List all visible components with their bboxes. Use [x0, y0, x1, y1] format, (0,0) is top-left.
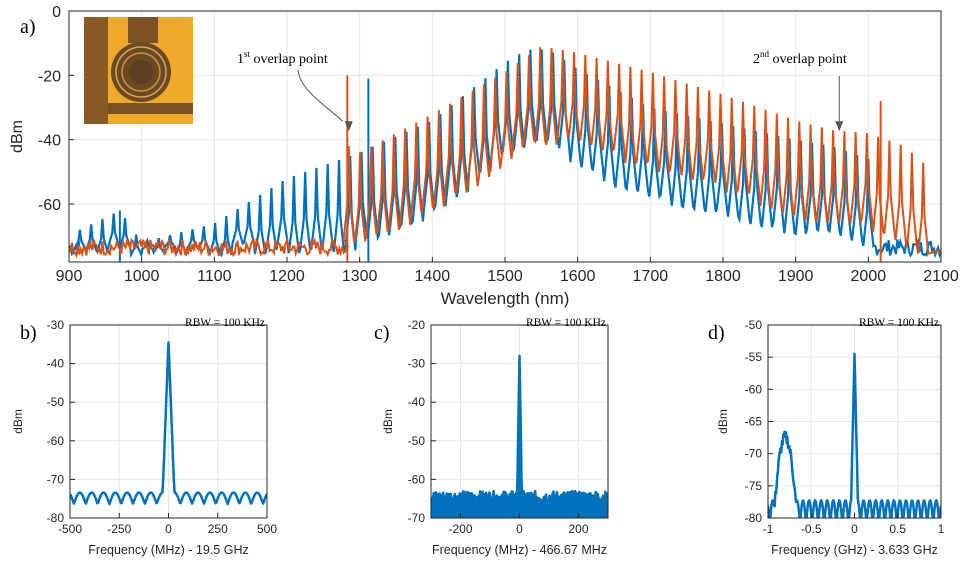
annotation-text: 1: [237, 52, 244, 67]
x-tick-label: 0: [516, 522, 523, 536]
y-tick-label: -40: [47, 357, 65, 371]
y-axis-label: dBm: [716, 409, 730, 434]
x-axis-label: Wavelength (nm): [441, 289, 570, 308]
x-axis-label: Frequency (MHz) - 19.5 GHz: [88, 543, 248, 557]
inset-ring-inner: [121, 52, 161, 92]
x-tick-label: -250: [107, 522, 131, 536]
y-tick-label: -55: [745, 350, 763, 364]
x-tick-label: -500: [58, 522, 82, 536]
y-tick-label: -70: [47, 472, 65, 486]
chart-d: -1 -0.5 0 0.5 1 -50 -55 -60 -65 -70 -75 -80 Frequenc…: [708, 317, 945, 557]
inset-top-pad: [128, 17, 158, 43]
chart-c: -200 0 200 -20 -30 -40 -50 -60 -70 Frequency (MHz…: [374, 317, 609, 557]
x-tick-label: 900: [56, 268, 83, 285]
annotation-arrowhead: [835, 121, 844, 132]
x-tick-label: 1000: [124, 268, 160, 285]
chart-title: RBW = 100 KHz: [859, 317, 939, 329]
y-tick-label: -60: [408, 472, 426, 486]
y-tick-label: -50: [47, 395, 65, 409]
data-layer: [768, 352, 941, 518]
y-tick-label: -40: [38, 133, 61, 150]
data-layer: [69, 47, 941, 262]
x-tick-label: 200: [568, 522, 588, 536]
annotation-text: overlap point: [250, 52, 328, 67]
chart-b: -500 -250 0 250 500 -30 -40 -50 -60 -70 -80 Frequen…: [11, 317, 277, 557]
x-tick-label: 1400: [415, 268, 451, 285]
y-tick-label: -75: [745, 479, 763, 493]
annotation-arrow-line: [297, 69, 344, 122]
annotation-overlap-point: 1st overlap point: [237, 49, 353, 132]
panel-label: b): [20, 322, 37, 344]
y-tick-label: -60: [745, 382, 763, 396]
y-tick-label: 0: [52, 4, 61, 21]
x-axis-label: Frequency (MHz) - 466.67 MHz: [432, 543, 607, 557]
x-tick-label: 1600: [560, 268, 596, 285]
series-line-blue: [768, 352, 941, 518]
y-tick-label: -60: [38, 197, 61, 214]
chart-a: 900 1000 1100 1200 1300 1400 1500 1600 1700 1800 1…: [9, 4, 959, 308]
x-axis-label: Frequency (GHz) - 3.633 GHz: [771, 543, 938, 557]
x-tick-label: -1: [763, 522, 774, 536]
data-layer: [431, 354, 608, 518]
x-tick-label: -200: [448, 522, 472, 536]
chart-title: RBW = 100 KHz: [526, 317, 606, 329]
inset-microring-photo: [84, 17, 193, 124]
y-tick-label: -50: [745, 318, 763, 332]
annotation-label: 1st overlap point: [237, 49, 328, 67]
y-tick-label: -30: [408, 357, 426, 371]
series-line-blue: [431, 354, 608, 504]
y-tick-label: -50: [408, 434, 426, 448]
series-line-blue: [70, 341, 267, 506]
series-line-orange: [69, 47, 941, 259]
y-axis-label: dBm: [9, 120, 26, 153]
y-tick-label: -70: [408, 511, 426, 525]
x-tick-label: 2100: [923, 268, 959, 285]
x-tick-label: 2000: [851, 268, 887, 285]
x-tick-label: 1500: [487, 268, 523, 285]
x-tick-label: 1200: [269, 268, 305, 285]
x-tick-label: 1: [938, 522, 945, 536]
x-tick-label: 250: [208, 522, 228, 536]
x-tick-label: 0.5: [889, 522, 906, 536]
noise-fill: [431, 355, 608, 518]
chart-title: RBW = 100 KHz: [185, 317, 265, 329]
y-tick-label: -20: [38, 68, 61, 85]
panel-label: d): [708, 322, 725, 344]
inset-ring: [115, 46, 167, 98]
annotation-superscript: nd: [760, 49, 770, 59]
x-tick-label: 0: [851, 522, 858, 536]
x-tick-label: 1800: [705, 268, 741, 285]
annotation-arrowhead: [344, 121, 353, 132]
y-axis-label: dBm: [11, 409, 25, 434]
data-layer: [70, 341, 267, 506]
x-tick-label: -0.5: [801, 522, 822, 536]
y-tick-label: -80: [745, 511, 763, 525]
annotation-label: 2nd overlap point: [753, 49, 847, 67]
panel-label: a): [20, 16, 36, 38]
inset-ring-core: [129, 60, 153, 84]
y-axis-label: dBm: [381, 409, 395, 434]
panel-label: c): [374, 322, 390, 344]
annotation-text: 2: [753, 52, 760, 67]
x-tick-label: 1300: [342, 268, 378, 285]
annotation-superscript: st: [244, 49, 251, 59]
inset-waveguide-bus: [108, 103, 193, 114]
x-tick-label: 500: [257, 522, 277, 536]
y-tick-label: -70: [745, 447, 763, 461]
y-tick-label: -30: [47, 318, 65, 332]
y-tick-label: -40: [408, 395, 426, 409]
annotation-overlap-point: 2nd overlap point: [753, 49, 847, 132]
x-tick-label: 1700: [633, 268, 669, 285]
y-tick-label: -20: [408, 318, 426, 332]
x-tick-label: 1100: [197, 268, 232, 285]
inset-chip-left: [84, 17, 108, 124]
x-tick-label: 0: [165, 522, 172, 536]
y-tick-label: -60: [47, 434, 65, 448]
annotation-text: overlap point: [769, 52, 847, 67]
y-tick-label: -65: [745, 415, 763, 429]
y-tick-label: -80: [47, 511, 65, 525]
x-tick-label: 1900: [778, 268, 814, 285]
